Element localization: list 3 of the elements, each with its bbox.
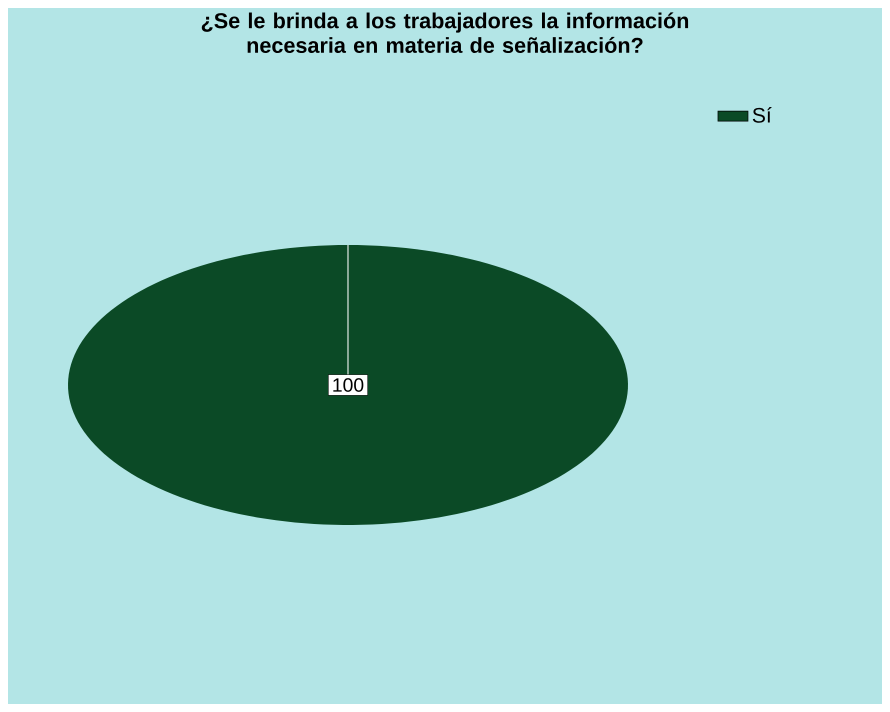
- chart-title: ¿Se le brinda a los trabajadores la información necesaria en materia de señalización?: [202, 12, 688, 53]
- legend-label: Sí: [752, 107, 772, 123]
- data-label: 100: [333, 378, 364, 392]
